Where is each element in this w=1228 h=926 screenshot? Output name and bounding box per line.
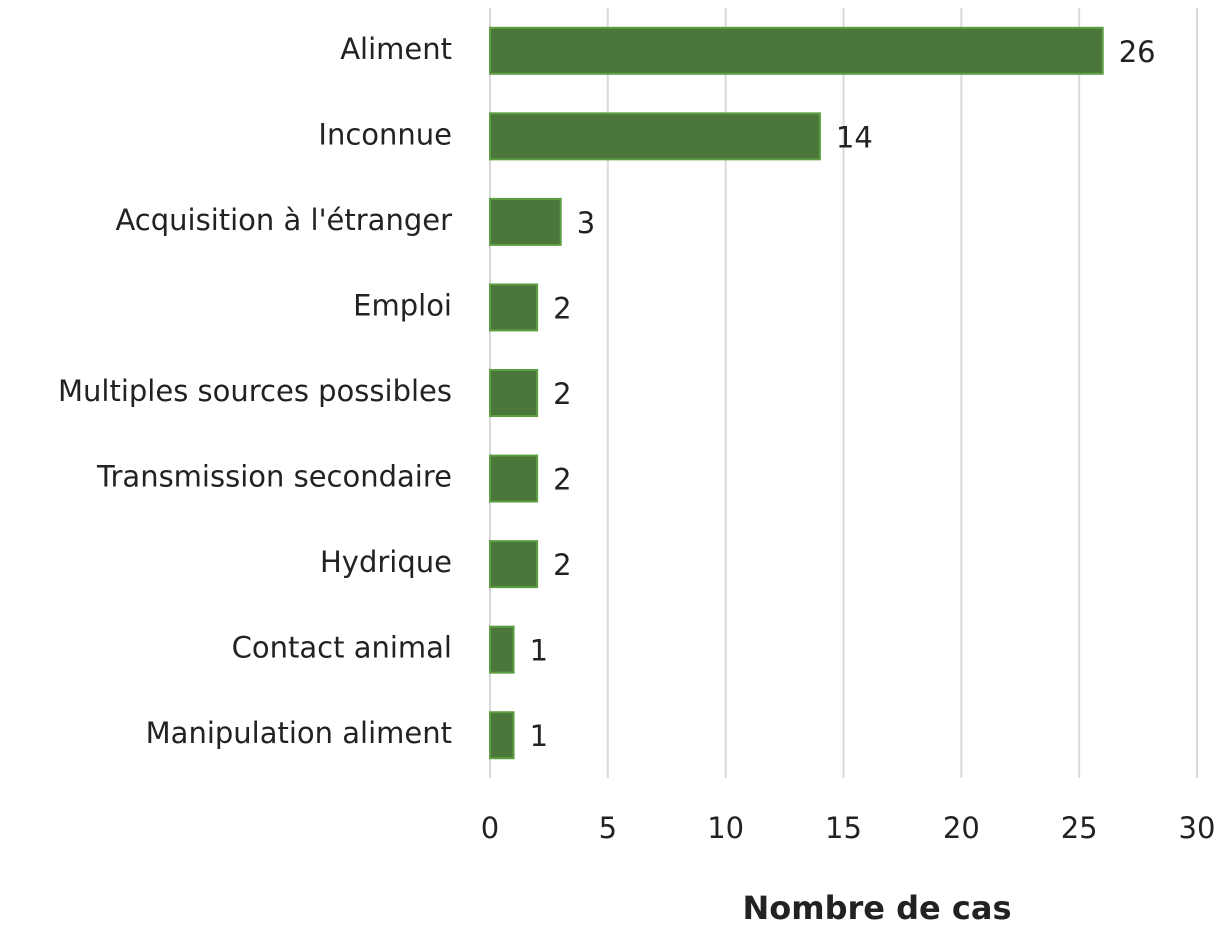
- y-tick-label: Inconnue: [318, 117, 452, 151]
- value-label: 2: [553, 548, 571, 582]
- bar: [489, 283, 539, 332]
- y-tick-label: Emploi: [353, 288, 452, 322]
- x-tick-label: 20: [943, 811, 980, 845]
- x-axis-title: Nombre de cas: [743, 889, 1012, 926]
- bar: [489, 454, 539, 503]
- x-tick-label: 5: [599, 811, 617, 845]
- x-tick-label: 25: [1061, 811, 1098, 845]
- y-tick-label: Multiples sources possibles: [58, 374, 452, 408]
- value-label: 2: [553, 463, 571, 497]
- y-tick-label: Manipulation aliment: [146, 716, 452, 750]
- y-tick-label: Acquisition à l'étranger: [115, 203, 452, 237]
- x-tick-label: 15: [825, 811, 862, 845]
- bar: [489, 711, 515, 760]
- value-label: 26: [1119, 35, 1156, 69]
- bar: [489, 369, 539, 417]
- y-tick-label: Hydrique: [320, 545, 452, 579]
- bar: [489, 112, 821, 161]
- bar: [489, 625, 515, 674]
- value-label: 1: [530, 719, 548, 753]
- value-label: 14: [836, 120, 873, 154]
- value-label: 2: [553, 377, 571, 411]
- bar: [489, 26, 1104, 75]
- value-label: 1: [530, 634, 548, 668]
- x-tick-label: 10: [707, 811, 744, 845]
- y-tick-label: Aliment: [340, 32, 452, 66]
- value-label: 2: [553, 291, 571, 325]
- bar: [489, 197, 562, 246]
- bar: [489, 540, 539, 589]
- value-label: 3: [577, 206, 595, 240]
- x-tick-label: 0: [481, 811, 499, 845]
- y-tick-label: Transmission secondaire: [96, 460, 452, 494]
- y-tick-label: Contact animal: [232, 631, 452, 665]
- x-tick-label: 30: [1179, 811, 1216, 845]
